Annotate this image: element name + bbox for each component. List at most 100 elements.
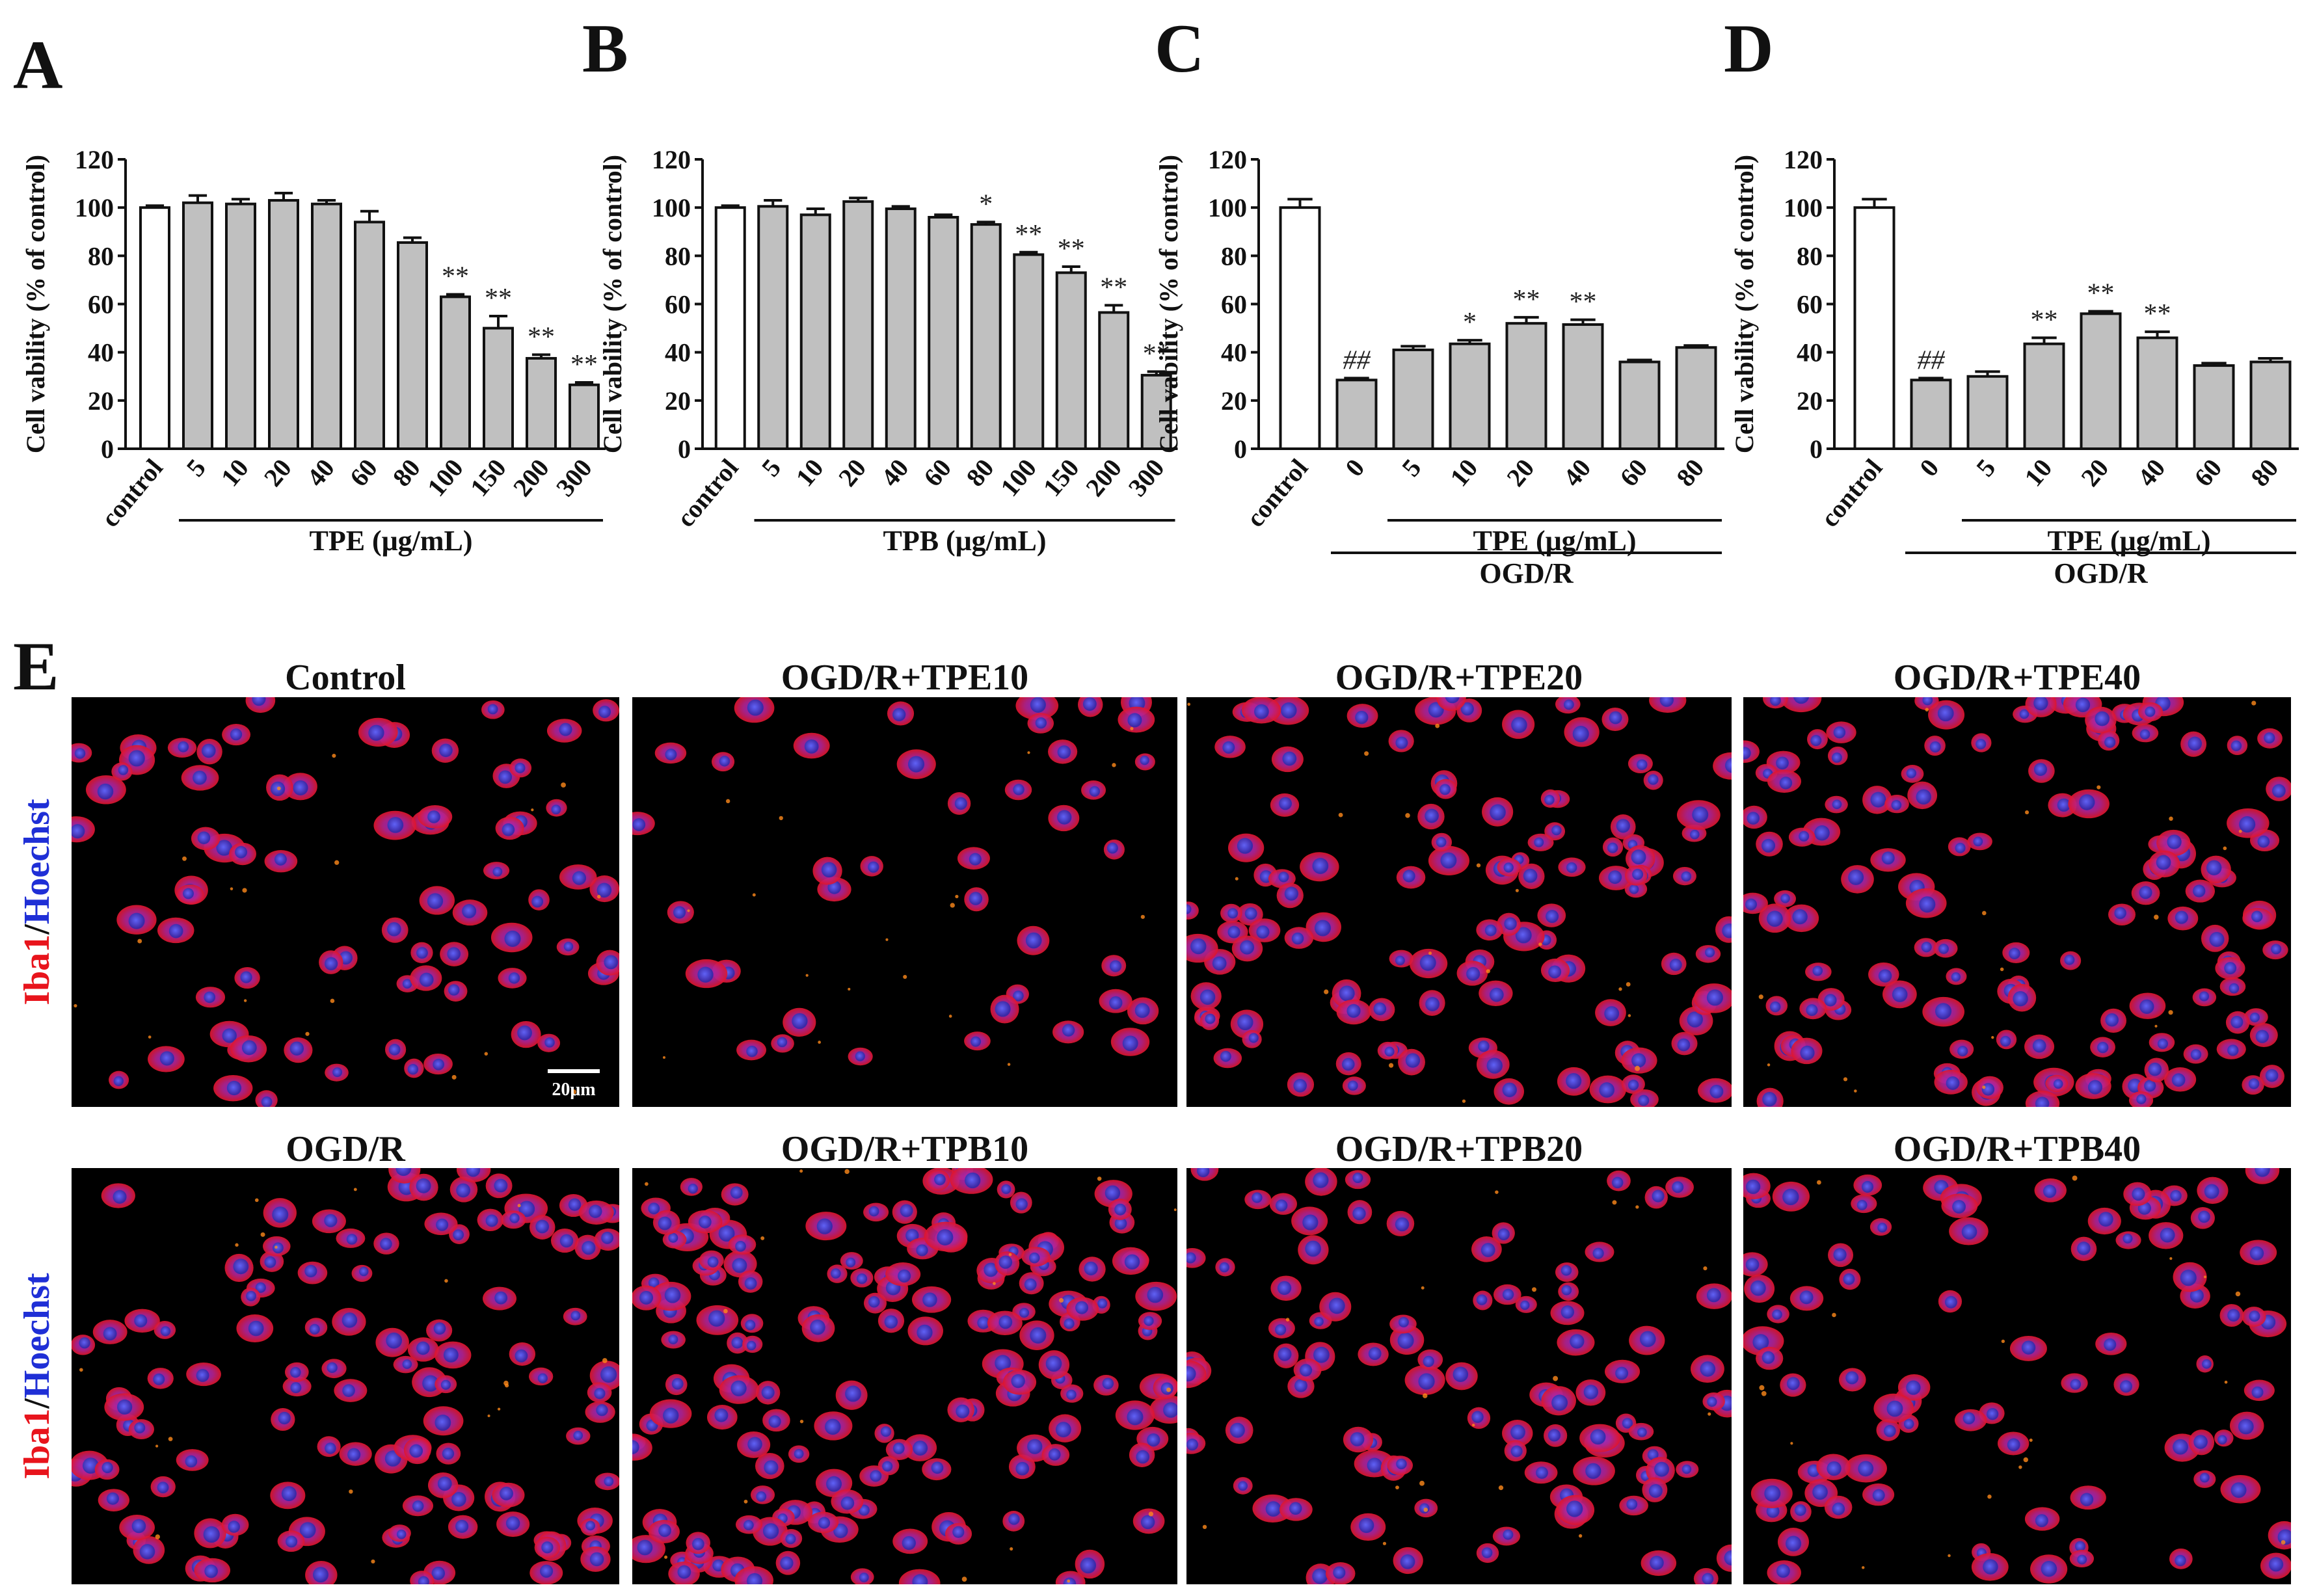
nucleus: [419, 972, 434, 987]
nucleus: [74, 748, 86, 759]
nucleus: [1870, 791, 1886, 808]
nucleus: [131, 1519, 146, 1534]
nucleus: [1220, 1050, 1231, 1062]
nucleus: [1024, 1278, 1037, 1291]
debris-dot: [349, 1489, 353, 1494]
nucleus: [1089, 786, 1101, 797]
nucleus: [409, 1444, 423, 1458]
debris-dot: [353, 1188, 357, 1191]
nucleus: [1669, 959, 1682, 972]
nucleus: [1677, 1038, 1691, 1052]
nucleus: [222, 1028, 237, 1043]
nucleus: [113, 1076, 124, 1087]
nucleus: [1952, 1200, 1966, 1214]
nucleus: [2148, 1062, 2162, 1076]
debris-dot: [1538, 942, 1542, 946]
nucleus: [1015, 1461, 1030, 1476]
debris-dot: [664, 1555, 668, 1559]
nucleus: [1944, 1296, 1957, 1309]
nucleus: [1814, 825, 1830, 841]
nucleus: [1654, 1461, 1670, 1477]
nucleus: [1637, 1427, 1647, 1437]
nucleus: [2167, 834, 2182, 849]
nucleus: [327, 1362, 338, 1374]
debris-dot: [235, 1243, 239, 1247]
debris-dot: [487, 1414, 490, 1418]
group-label: OGD/R: [1479, 557, 1574, 589]
nucleus: [160, 1326, 171, 1337]
debris-dot: [1817, 1180, 1821, 1185]
micrograph-cells: [1743, 1168, 2291, 1584]
nucleus: [792, 1013, 808, 1030]
nucleus: [2064, 954, 2075, 965]
nucleus: [1747, 812, 1760, 825]
debris-dot: [1486, 969, 1490, 974]
nucleus: [1776, 1564, 1790, 1578]
x-tick-label: 80: [960, 453, 999, 492]
nucleus: [1546, 910, 1559, 924]
debris-dot: [1007, 1063, 1011, 1066]
bar: [1013, 253, 1045, 450]
debris-dot: [2154, 1024, 2158, 1028]
micrograph-tile: OGD/R+TPE10: [632, 658, 1177, 1107]
nucleus: [541, 1541, 554, 1554]
debris-dot: [1472, 1424, 1475, 1427]
group-label: OGD/R: [2054, 557, 2148, 589]
nucleus: [731, 1337, 743, 1349]
debris-dot: [1612, 1200, 1617, 1205]
nucleus: [934, 1173, 946, 1186]
nucleus: [1973, 836, 1983, 847]
nucleus: [1810, 735, 1822, 747]
nucleus: [1983, 1559, 1998, 1575]
nucleus: [197, 831, 211, 845]
nucleus: [2139, 999, 2154, 1014]
nucleus: [1252, 1192, 1263, 1203]
nucleus: [508, 972, 520, 984]
nucleus: [1752, 1334, 1769, 1351]
x-tick-label: 200: [1080, 453, 1127, 502]
debris-dot: [155, 1534, 160, 1539]
nucleus: [1440, 852, 1457, 869]
nucleus: [1486, 1057, 1503, 1074]
debris-dot: [1703, 1266, 1708, 1271]
nucleus: [517, 1025, 532, 1041]
debris-dot: [818, 1041, 821, 1044]
nucleus: [764, 1460, 779, 1475]
debris-dot: [148, 1035, 152, 1039]
nucleus: [2105, 1013, 2119, 1027]
nucleus: [746, 1045, 758, 1057]
nucleus: [1548, 965, 1562, 979]
nucleus: [2209, 931, 2225, 948]
nucleus: [1799, 831, 1810, 842]
nucleus: [969, 853, 982, 866]
debris-dot: [723, 1309, 728, 1314]
nucleus: [431, 1566, 446, 1580]
significance-mark: **: [528, 322, 555, 352]
nucleus: [604, 1476, 614, 1487]
bar: [1853, 206, 1895, 450]
nucleus: [1881, 851, 1895, 865]
cell: [1436, 697, 1466, 712]
x-tick-label: 60: [344, 453, 383, 492]
nucleus: [1544, 795, 1555, 805]
nucleus: [440, 1379, 451, 1390]
nucleus: [1127, 713, 1142, 728]
nucleus: [1423, 1355, 1434, 1367]
nucleus: [346, 1234, 358, 1245]
nucleus: [1628, 1080, 1639, 1091]
nucleus: [977, 1316, 990, 1329]
cell: [1716, 1544, 1732, 1572]
nucleus: [1762, 1092, 1777, 1107]
nucleus: [332, 1067, 343, 1078]
nucleus: [1346, 1004, 1361, 1018]
nucleus: [1436, 837, 1447, 847]
nucleus: [1478, 1040, 1490, 1052]
debris-dot: [1925, 708, 1929, 712]
nucleus: [505, 1516, 520, 1530]
nucleus: [971, 1036, 982, 1047]
y-tick-label: 60: [1221, 290, 1247, 319]
nucleus: [857, 1273, 868, 1284]
nucleus: [272, 1206, 289, 1223]
nucleus: [412, 1500, 424, 1512]
nucleus: [1502, 1082, 1517, 1097]
